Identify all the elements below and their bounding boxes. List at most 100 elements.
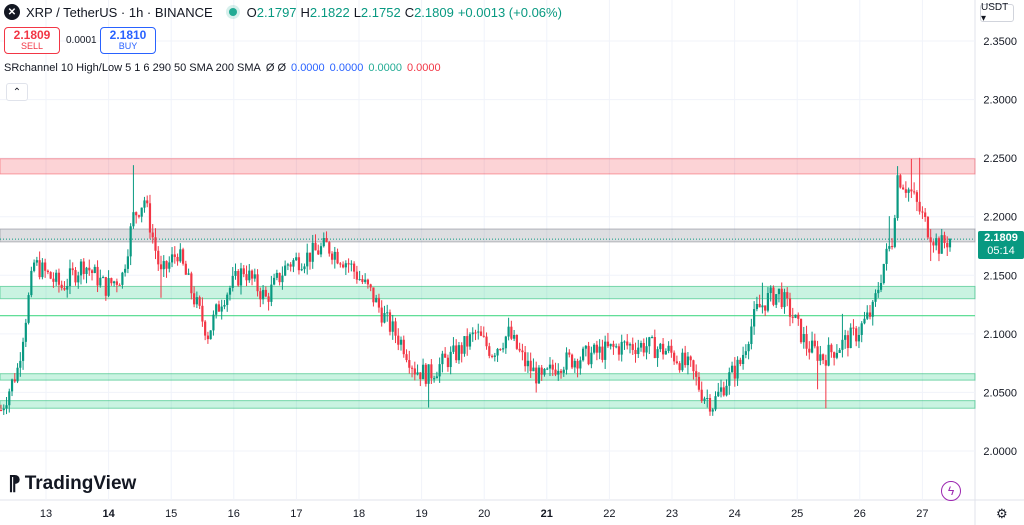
candle-body xyxy=(573,360,576,368)
candle-body xyxy=(333,251,336,260)
x-tick-label: 18 xyxy=(353,508,365,520)
tradingview-watermark[interactable]: ⁋ TradingView xyxy=(8,471,136,496)
candle-body xyxy=(259,291,262,300)
candle-body xyxy=(907,189,910,193)
candle-body xyxy=(377,297,381,308)
candle xyxy=(813,333,816,349)
candle xyxy=(242,265,245,278)
candle-body xyxy=(206,335,210,340)
candle-body xyxy=(673,352,676,362)
candle-body xyxy=(5,405,8,409)
candle-body xyxy=(433,378,436,380)
candle-body xyxy=(344,263,347,268)
indicator-value: 0.0000 xyxy=(329,62,364,74)
candle-body xyxy=(866,312,869,319)
indicator-legend[interactable]: SRchannel 10 High/Low 5 1 6 290 50 SMA 2… xyxy=(4,62,441,74)
candle-body xyxy=(132,212,135,227)
gear-icon[interactable]: ⚙ xyxy=(996,506,1008,521)
candle-body xyxy=(245,274,248,281)
candle-body xyxy=(670,345,673,353)
candle xyxy=(835,344,838,360)
candle xyxy=(924,208,927,222)
candle-body xyxy=(289,264,292,267)
y-tick-label: 2.1000 xyxy=(983,329,1017,341)
candle xyxy=(289,262,292,272)
candle-body xyxy=(85,267,88,274)
candle-body xyxy=(30,270,33,296)
candle-body xyxy=(394,321,397,336)
time-axis[interactable]: 13 14 15 16 17 18 19 20 21 22 23 24 25 26 27 xyxy=(40,508,929,520)
candle xyxy=(846,330,850,357)
candle-body xyxy=(890,246,894,248)
candle xyxy=(794,314,797,319)
candle xyxy=(444,347,447,358)
candle-body xyxy=(612,343,615,347)
candle-body xyxy=(446,357,450,368)
change-value: +0.0013 (+0.06%) xyxy=(457,4,562,20)
candle-body xyxy=(46,270,49,273)
buy-button[interactable]: 2.1810 BUY xyxy=(100,27,156,54)
candle xyxy=(479,325,483,337)
candle-body xyxy=(835,352,838,358)
symbol-title[interactable]: XRP / TetherUS · 1h · BINANCE xyxy=(26,4,213,20)
candle-body xyxy=(482,335,485,337)
candle-body xyxy=(10,379,14,392)
candle xyxy=(220,299,223,320)
candle xyxy=(535,361,538,393)
candle xyxy=(419,372,422,387)
candle xyxy=(463,336,466,357)
candle-body xyxy=(79,261,83,276)
candle-body xyxy=(515,334,518,349)
candle-body xyxy=(766,293,770,311)
candle xyxy=(526,352,530,373)
candle-body xyxy=(358,279,361,281)
candle xyxy=(27,292,30,325)
candle-body xyxy=(937,238,941,254)
candle xyxy=(893,214,896,249)
candle-body xyxy=(179,249,182,262)
candle-body xyxy=(581,348,585,361)
sell-button[interactable]: 2.1809 SELL xyxy=(4,27,60,54)
candle xyxy=(314,234,317,251)
ohlc-value: 2.1752 xyxy=(360,4,401,20)
candle-body xyxy=(226,294,229,305)
candle-body xyxy=(535,367,538,384)
candle-body xyxy=(741,354,745,365)
collapse-legend-button[interactable]: ⌃ xyxy=(6,83,28,101)
indicator-name[interactable]: SRchannel 10 High/Low 5 1 6 290 50 SMA 2… xyxy=(4,62,261,74)
candle-body xyxy=(656,349,659,358)
candle xyxy=(797,312,800,326)
candle xyxy=(217,300,221,312)
candle-body xyxy=(615,346,618,348)
candle xyxy=(678,361,681,373)
candle xyxy=(2,404,5,415)
candle xyxy=(441,350,444,373)
candle-body xyxy=(775,294,778,305)
ohlc-key: O xyxy=(246,4,257,20)
candle xyxy=(907,187,910,202)
candle xyxy=(681,348,684,372)
candle xyxy=(85,266,88,284)
candle-body xyxy=(209,330,212,340)
candle xyxy=(162,255,165,278)
candle-body xyxy=(204,321,207,336)
lightning-icon[interactable]: ϟ xyxy=(941,481,961,501)
candle-body xyxy=(736,359,739,379)
candle-body xyxy=(427,364,430,384)
candle xyxy=(739,357,742,367)
candle xyxy=(518,342,521,353)
currency-select[interactable]: USDT ▾ xyxy=(980,2,1014,24)
price-axis[interactable]: 2.0000 2.0500 2.1000 2.1500 2.2000 2.2500 2.30… xyxy=(983,36,1017,458)
candle-body xyxy=(874,293,877,302)
candle-body xyxy=(675,361,678,364)
candle-body xyxy=(217,304,221,312)
candle-body xyxy=(918,201,921,212)
candle xyxy=(215,303,218,319)
candle xyxy=(697,372,701,392)
candle xyxy=(245,265,248,287)
candle xyxy=(783,288,786,314)
candle xyxy=(753,301,756,335)
candle-body xyxy=(341,264,345,268)
candle xyxy=(786,287,789,307)
